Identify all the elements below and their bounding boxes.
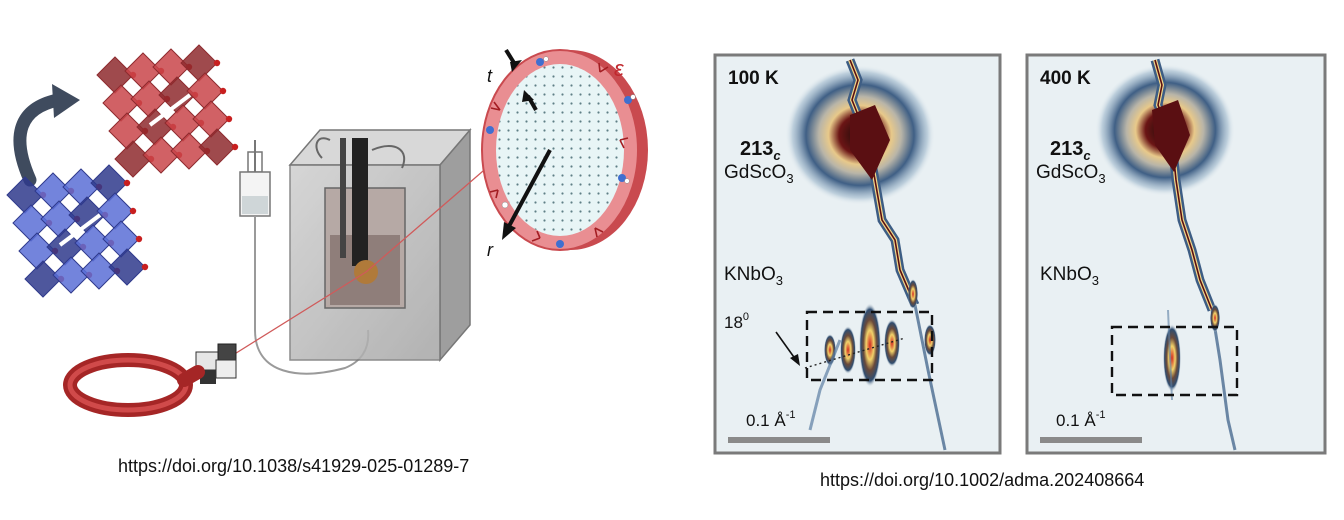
blue-lattice-octahedron <box>90 164 128 202</box>
blue-lattice-octahedron <box>52 256 90 294</box>
blue-lattice-octahedron <box>96 192 134 230</box>
film-label-100k: KNbO3 <box>724 264 783 288</box>
blue-lattice-octahedron <box>6 176 44 214</box>
blue-lattice-octahedron <box>46 228 84 266</box>
peak-label-400k: 213c <box>1050 138 1091 163</box>
setup-diagram-svg: t r ε <box>6 44 648 417</box>
blue-lattice-octahedron <box>12 204 50 242</box>
electrochemical-cell <box>288 127 472 363</box>
blue-perovskite-lattice <box>6 164 149 298</box>
doi-link-right[interactable]: https://doi.org/10.1002/adma.202408664 <box>820 470 1145 490</box>
red-lattice-octahedron <box>198 128 236 166</box>
strained-electrode-disk: t r ε <box>481 48 648 260</box>
substrate-label-400k: GdScO3 <box>1036 162 1106 186</box>
red-lattice-octahedron <box>170 132 208 170</box>
map-panel-100k: 100 K 213c GdScO3 KNbO3 180 0.1 Å-1 <box>713 53 1002 455</box>
thickness-label: t <box>487 66 493 86</box>
blue-lattice-octahedron <box>62 168 100 206</box>
map-panel-400k: 400 K 213c GdScO3 KNbO3 0.1 Å-1 <box>1025 53 1327 455</box>
doi-link-left[interactable]: https://doi.org/10.1038/s41929-025-01289… <box>118 456 470 476</box>
rotation-arrow <box>13 84 80 187</box>
red-lattice-octahedron <box>136 108 174 146</box>
blue-lattice-octahedron <box>102 220 140 258</box>
blue-lattice-octahedron <box>34 172 72 210</box>
angle-label-100k: 180 <box>724 311 749 332</box>
oxygen-atom <box>141 263 149 271</box>
scale-label-100k: 0.1 Å-1 <box>746 409 795 430</box>
blue-lattice-octahedron <box>80 252 118 290</box>
optics-blocks <box>195 343 237 384</box>
electrochemical-strain-setup-illustration: t r ε https://doi.org/10.1038/s41929-025… <box>0 0 660 476</box>
optical-fiber-coil <box>63 353 205 417</box>
laser-beams <box>224 164 491 361</box>
substrate-streak-400k <box>1150 58 1237 451</box>
highlight-box-100k <box>805 310 934 382</box>
temperature-label-400k: 400 K <box>1040 68 1091 89</box>
red-lattice-octahedron <box>142 136 180 174</box>
red-lattice-octahedron <box>124 52 162 90</box>
blue-lattice-octahedron <box>40 200 78 238</box>
radius-arrow <box>502 149 552 240</box>
oxygen-atom <box>135 235 143 243</box>
red-lattice-octahedron <box>180 44 218 82</box>
red-perovskite-lattice <box>96 44 239 178</box>
substrate-streak <box>845 58 947 451</box>
red-lattice-octahedron <box>192 100 230 138</box>
red-lattice-octahedron <box>96 56 134 94</box>
peak-label-100k: 213c <box>740 138 781 163</box>
oxygen-atom <box>219 87 227 95</box>
highlight-box-400k <box>1110 325 1239 397</box>
radius-label: r <box>487 240 494 260</box>
scale-label-400k: 0.1 Å-1 <box>1056 409 1105 430</box>
blue-lattice-highlight <box>58 213 102 247</box>
red-lattice-octahedron <box>130 80 168 118</box>
red-lattice-octahedron <box>102 84 140 122</box>
film-label-400k: KNbO3 <box>1040 264 1099 288</box>
blue-lattice-octahedron <box>24 260 62 298</box>
oxygen-atom <box>213 59 221 67</box>
temperature-label-100k: 100 K <box>728 68 779 89</box>
strain-label: ε <box>614 56 624 81</box>
blue-lattice-octahedron <box>18 232 56 270</box>
film-peaks-400k <box>1163 304 1220 401</box>
oxygen-atom <box>129 207 137 215</box>
red-lattice-octahedron <box>186 72 224 110</box>
blue-lattice-octahedron <box>108 248 146 286</box>
reciprocal-space-maps: 100 K 213c GdScO3 KNbO3 180 0.1 Å-1 400 … <box>700 40 1340 460</box>
thickness-arrows <box>504 48 538 111</box>
red-lattice-octahedron <box>108 112 146 150</box>
rsm-svg: 100 K 213c GdScO3 KNbO3 180 0.1 Å-1 400 … <box>713 53 1327 455</box>
red-lattice-highlight <box>148 93 192 127</box>
scale-bar-400k <box>1040 437 1142 443</box>
red-lattice-octahedron <box>114 140 152 178</box>
oxygen-atom <box>123 179 131 187</box>
oxygen-atom <box>225 115 233 123</box>
scale-bar-100k <box>728 437 830 443</box>
red-lattice-octahedron <box>152 48 190 86</box>
oxygen-atom <box>231 143 239 151</box>
substrate-label-100k: GdScO3 <box>724 162 794 186</box>
ion-spheres <box>486 56 636 248</box>
